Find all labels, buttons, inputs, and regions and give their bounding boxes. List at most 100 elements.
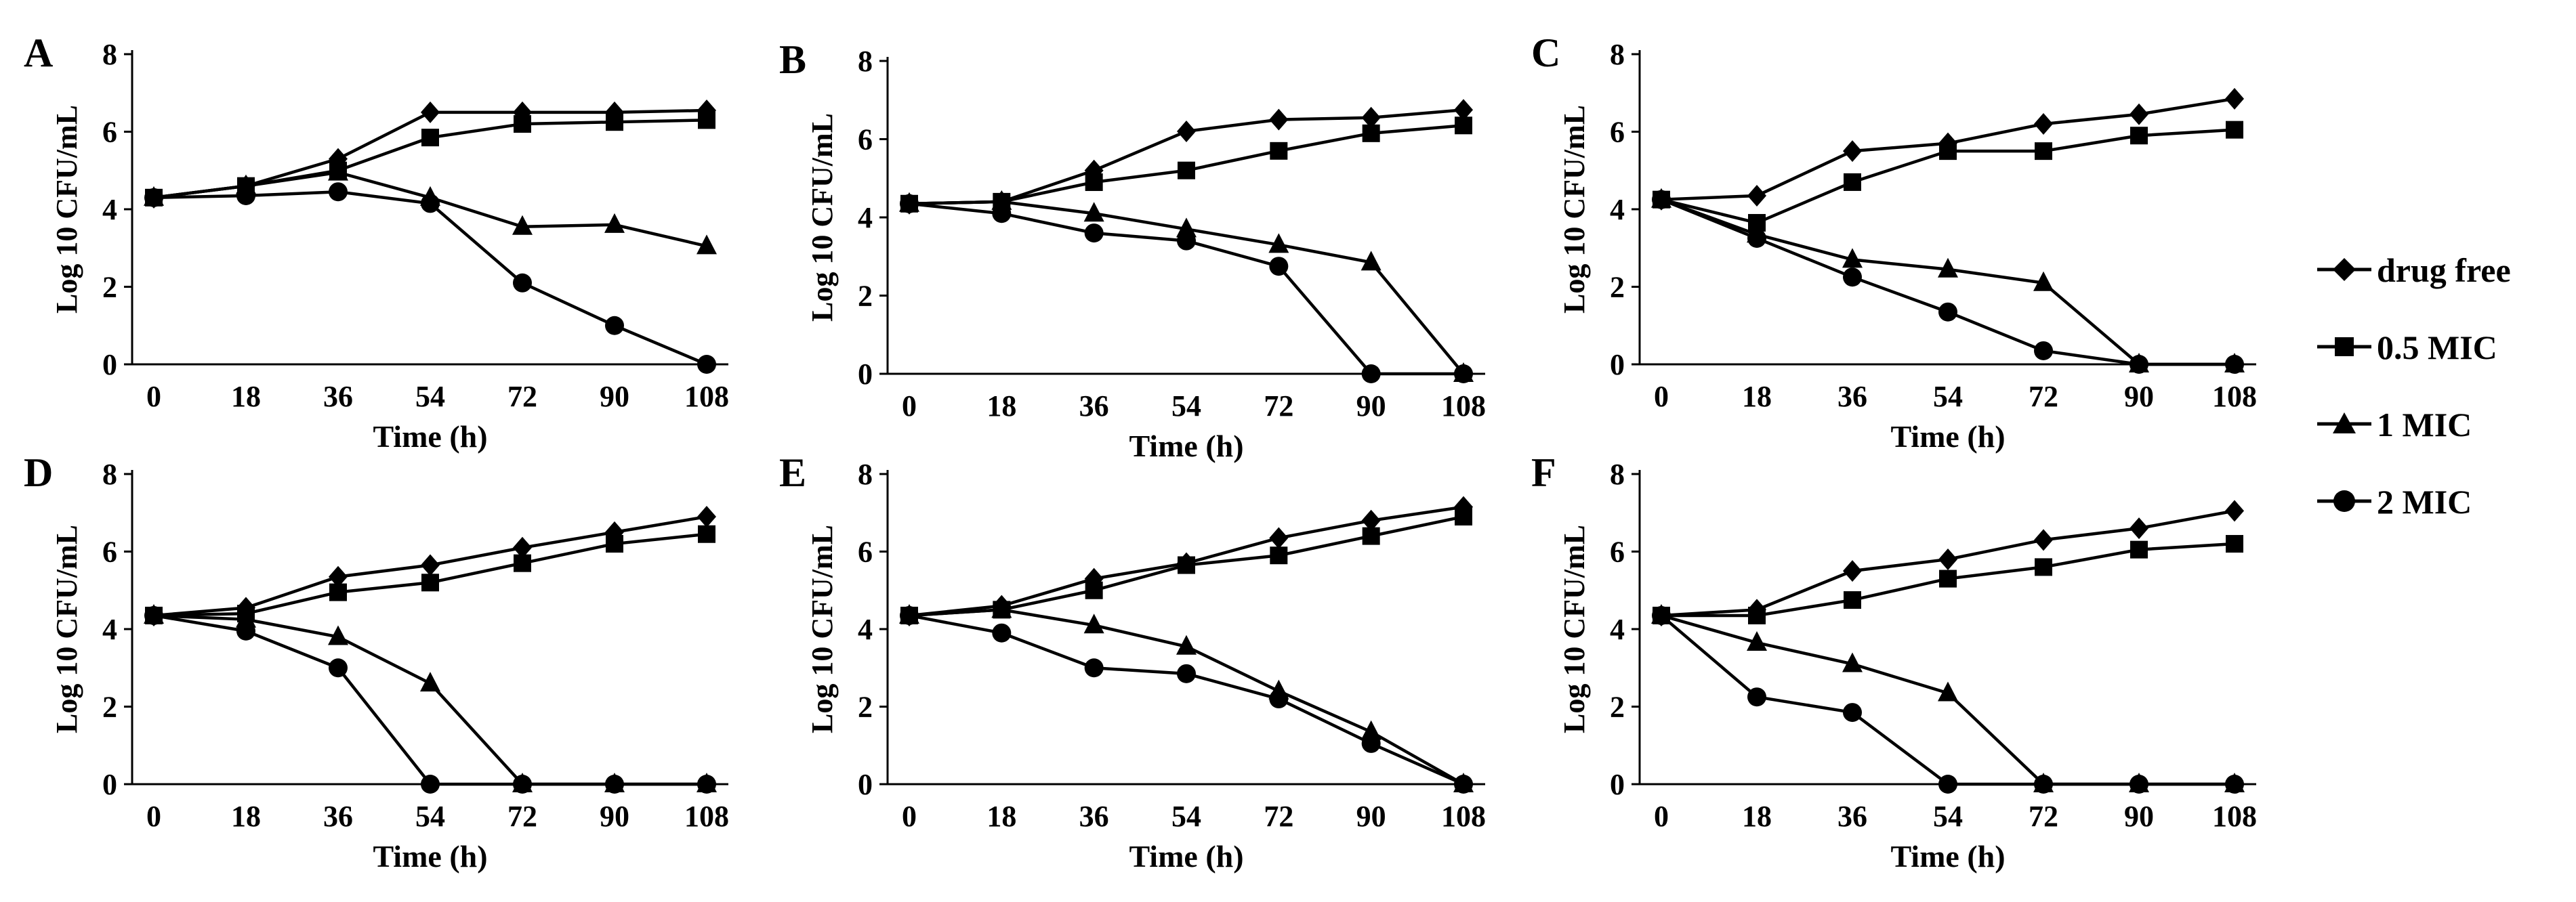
x-tick-label: 72 [507,380,537,413]
data-point-drug-free [1361,106,1381,129]
x-tick-label: 72 [2029,800,2058,833]
data-point-2-mic [1361,364,1381,383]
data-point-0-5-mic [1455,507,1472,525]
data-point-1-mic [328,625,348,645]
data-point-0-5-mic [606,113,623,131]
x-tick-label: 54 [1171,800,1201,833]
y-tick-label: 6 [102,536,117,569]
data-point-2-mic [421,775,440,794]
y-axis-title: Log 10 CFU/mL [50,525,83,733]
data-point-1-mic [1938,681,1958,702]
chart-panel-e: 0 2 4 6 8 0 18 36 54 72 90 108 Time (h) Log 10 CFU/mL… [779,450,1486,874]
data-point-2-mic [2130,355,2148,374]
data-point-drug-free [421,554,440,576]
legend-label-0-5-mic: 0.5 MIC [2377,328,2497,366]
x-tick-label: 54 [1933,800,1963,833]
y-tick-label: 2 [1610,691,1625,724]
data-point-2-mic [1747,228,1766,248]
data-point-drug-free [1177,120,1196,142]
x-tick-label: 90 [1356,800,1386,833]
x-tick-label: 18 [1742,380,1772,413]
x-tick-label: 90 [2124,800,2154,833]
data-point-0-5-mic [606,535,623,553]
data-point-drug-free [1361,509,1381,532]
x-tick-label: 18 [231,380,261,413]
data-point-2-mic [421,194,440,213]
data-point-1-mic [1360,251,1382,271]
data-point-2-mic [329,182,348,202]
x-tick-label: 0 [1654,380,1669,413]
legend-marker-square [2335,337,2354,356]
data-point-1-mic [1268,233,1289,253]
x-tick-label: 36 [1079,800,1109,833]
data-point-2-mic [236,186,255,205]
y-tick-label: 4 [858,201,873,234]
data-point-drug-free [2225,87,2244,110]
data-point-1-mic [512,215,533,235]
chart-panel-d: 0 2 4 6 8 0 18 36 54 72 90 108 Time (h) Log 10 CFU/mL… [24,450,729,874]
data-point-1-mic [697,234,717,255]
x-tick-label: 72 [1264,389,1293,423]
legend-label-2-mic: 2 MIC [2377,483,2472,521]
y-tick-label: 2 [858,280,873,313]
y-tick-label: 8 [102,458,117,491]
data-point-1-mic [604,213,625,233]
x-tick-label: 36 [1837,800,1867,833]
data-point-0-5-mic [329,583,347,601]
data-point-drug-free [2130,103,2148,125]
data-point-2-mic [992,204,1012,223]
data-point-drug-free [1747,184,1766,207]
data-point-drug-free [1269,108,1289,131]
data-point-0-5-mic [1270,546,1288,565]
data-point-0-5-mic [421,574,439,592]
data-point-2-mic [1843,703,1862,723]
x-tick-label: 18 [1742,800,1772,833]
data-point-2-mic [236,621,255,641]
chart-panels: 0 2 4 6 8 0 18 36 54 72 90 108 Time (h) Log 10 CFU/mL… [24,30,2257,874]
x-tick-label: 108 [684,800,729,833]
x-axis-title: Time (h) [373,839,487,874]
data-point-0-5-mic [2035,142,2052,160]
data-point-0-5-mic [514,115,531,133]
data-point-2-mic [2225,355,2244,374]
data-point-drug-free [513,536,532,559]
data-point-1-mic [1747,631,1767,651]
data-point-drug-free [1454,99,1473,121]
data-point-2-mic [605,316,624,335]
x-tick-label: 54 [415,800,445,833]
data-point-0-5-mic [1455,116,1472,135]
panel-label: E [779,450,806,495]
y-tick-label: 2 [102,271,117,304]
data-point-2-mic [2034,341,2053,360]
y-axis-title: Log 10 CFU/mL [806,113,839,322]
data-point-0-5-mic [1844,591,1861,609]
data-point-0-5-mic [2035,558,2052,576]
y-tick-label: 6 [1610,116,1625,149]
data-point-0-5-mic [1085,173,1103,192]
y-tick-label: 6 [102,116,117,149]
data-point-drug-free [1843,140,1862,163]
data-point-0-5-mic [1748,606,1766,624]
x-tick-label: 72 [1264,800,1293,833]
x-tick-label: 0 [1654,800,1669,833]
data-point-0-5-mic [1939,570,1957,588]
data-point-2-mic [329,658,348,678]
legend-marker-triangle [2333,412,2356,433]
data-point-0-5-mic [1939,142,1957,160]
data-point-2-mic [1269,257,1289,276]
series-line-drug-free [153,108,707,200]
panel-label: B [779,37,806,82]
x-tick-label: 36 [1837,380,1867,413]
data-point-0-5-mic [514,554,531,572]
data-point-1-mic [991,190,1012,210]
data-point-drug-free [329,565,348,588]
y-tick-label: 0 [858,768,873,801]
x-tick-label: 0 [902,389,917,423]
data-point-2-mic [2034,775,2053,794]
chart-panel-a: 0 2 4 6 8 0 18 36 54 72 90 108 Time (h) Log 10 CFU/mL… [24,30,729,454]
data-point-2-mic [900,194,919,213]
data-point-drug-free [1084,159,1104,181]
series-line-1-mic [1661,198,2235,366]
data-point-0-5-mic [1085,581,1103,599]
data-point-2-mic [605,775,624,794]
